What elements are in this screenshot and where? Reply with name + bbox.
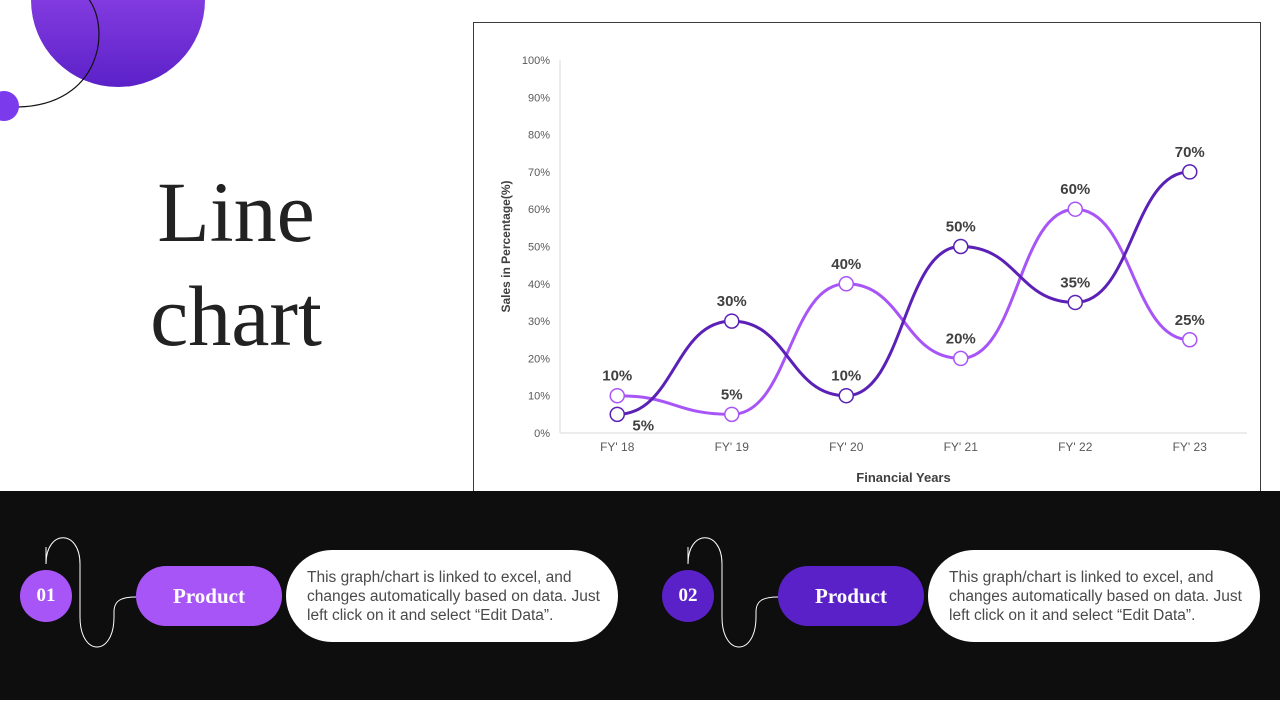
title-line-2: chart [150,268,322,364]
y-tick-label: 70% [528,167,550,179]
data-point-marker [953,350,969,367]
step-number-2: 02 [678,585,698,606]
y-tick-label: 80% [528,130,550,142]
x-tick-label: FY' 21 [944,440,979,454]
data-point-marker [724,406,740,423]
x-tick-label: FY' 20 [829,440,864,454]
data-label: 10% [831,368,861,385]
data-label: 35% [1060,274,1090,291]
data-point-marker [1067,201,1083,217]
connector-line-1 [45,537,137,648]
y-tick-label: 40% [528,279,550,291]
description-text-1: This graph/chart is linked to excel, and… [307,569,600,624]
data-point-marker [1067,294,1083,311]
y-tick-label: 100% [522,55,550,67]
connector-line-2 [687,537,779,648]
line-chart: 0% 10% 20% 30% 40% 50% 60% 70% 80% 90% 100% FY' 18 F… [499,55,1247,485]
data-label: 25% [1175,312,1205,329]
footer-band: 01 Product This graph/chart is linked to… [0,491,1280,700]
small-decor-circle [0,91,19,121]
data-point-marker [724,313,740,329]
step-number-badge-1: 01 [20,570,72,622]
step-number-badge-2: 02 [662,570,714,622]
data-point-marker [609,406,625,423]
data-label: 5% [721,386,743,403]
y-tick-label: 90% [528,92,550,104]
description-bubble-2: This graph/chart is linked to excel, and… [928,550,1260,642]
decor-connector-line [17,0,100,108]
data-point-marker [609,387,625,404]
y-tick-label: 10% [528,391,550,403]
series-line-1 [615,170,1192,416]
x-tick-label: FY' 19 [715,440,750,454]
x-tick-label: FY' 22 [1058,440,1093,454]
data-label: 20% [946,330,976,347]
data-label: 50% [946,219,976,236]
x-axis-title: Financial Years [856,470,950,485]
data-label: 5% [632,417,654,434]
description-bubble-1: This graph/chart is linked to excel, and… [286,550,618,642]
step-number-1: 01 [36,585,56,606]
data-point-marker [838,276,854,292]
decorative-circles [0,0,205,121]
data-label: 30% [717,293,747,310]
title-line-1: Line [157,164,315,260]
large-decor-circle [31,0,205,87]
x-tick-label: FY' 18 [600,440,635,454]
y-tick-label: 50% [528,242,550,254]
product-label-2: Product [815,583,887,608]
data-point-marker [838,387,854,404]
y-tick-label: 20% [528,353,550,365]
data-point-marker [1182,332,1198,348]
x-tick-label: FY' 23 [1173,440,1208,454]
product-button-1[interactable]: Product [136,566,282,626]
line-chart-frame: 0% 10% 20% 30% 40% 50% 60% 70% 80% 90% 100% FY' 18 F… [473,22,1261,503]
product-button-2[interactable]: Product [778,566,924,626]
y-tick-label: 60% [528,204,550,216]
data-label: 70% [1175,144,1205,161]
description-text-2: This graph/chart is linked to excel, and… [949,569,1242,624]
data-label: 60% [1060,181,1090,198]
slide-title: Line chart [96,160,376,368]
data-label: 10% [602,368,632,385]
data-label: 40% [831,256,861,273]
y-tick-label: 30% [528,316,550,328]
y-axis-title: Sales in Percentage(%) [499,180,513,312]
product-label-1: Product [173,583,245,608]
series-line-2 [615,207,1192,416]
data-point-marker [1182,164,1198,180]
data-point-marker [953,238,969,255]
y-tick-label: 0% [534,428,550,440]
